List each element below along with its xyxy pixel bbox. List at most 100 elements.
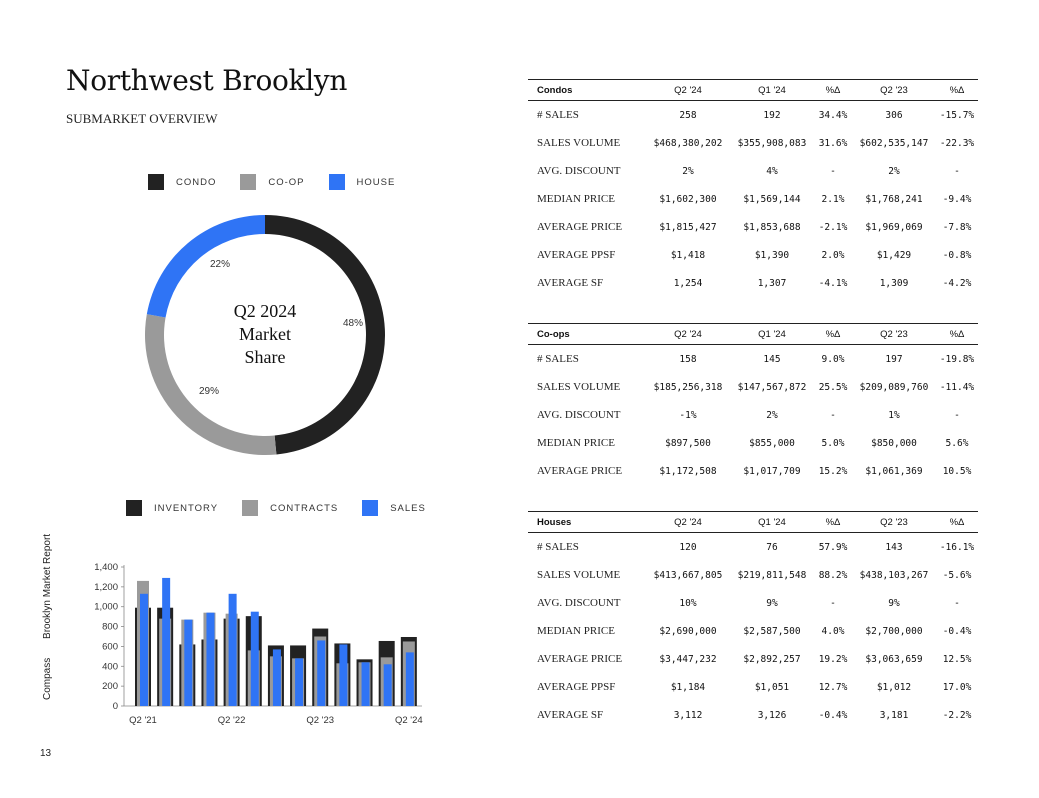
bar-sales [206, 612, 215, 706]
bar-sales [339, 644, 348, 706]
x-tick-label: Q2 '22 [218, 715, 246, 726]
table-cell: 9.0% [821, 353, 845, 365]
table-cell: $1,429 [876, 249, 912, 261]
legend-condo: CONDO [148, 174, 216, 190]
legend-contracts: CONTRACTS [242, 500, 338, 516]
table-cell: $1,051 [754, 681, 790, 693]
column-header: %Δ [949, 516, 965, 528]
table-title: Houses [537, 516, 572, 528]
table-cell: 25.5% [818, 381, 848, 393]
bar-legend: INVENTORY CONTRACTS SALES [126, 500, 450, 516]
table-cell: $219,811,548 [737, 569, 807, 581]
table-row: SALES VOLUME $468,380,202 $355,908,083 31.6… [528, 129, 978, 157]
table-cell: $2,700,000 [865, 625, 923, 637]
row-label: AVERAGE PRICE [537, 465, 623, 477]
table-cell: -0.4% [818, 709, 848, 721]
table-cell: 192 [763, 109, 781, 121]
row-label: SALES VOLUME [537, 569, 621, 581]
table-row: MEDIAN PRICE $897,500 $855,000 5.0% $850,000… [528, 429, 978, 457]
row-label: MEDIAN PRICE [537, 625, 615, 637]
row-label: AVG. DISCOUNT [537, 165, 621, 177]
row-label: AVERAGE PRICE [537, 221, 623, 233]
table-cell: -1% [679, 409, 697, 421]
row-label: # SALES [537, 109, 579, 121]
table-cell: 143 [885, 541, 903, 553]
bar-sales [162, 577, 171, 706]
table-cell: - [830, 165, 836, 177]
table-cell: -2.1% [818, 221, 848, 233]
table-row: AVERAGE PPSF $1,418 $1,390 2.0% $1,429 -0.8% [528, 241, 978, 269]
row-label: AVERAGE SF [537, 709, 604, 721]
page-number: 13 [40, 748, 52, 759]
table-cell: 19.2% [818, 653, 848, 665]
donut-slice-coop [145, 314, 277, 455]
y-tick-label: 400 [102, 661, 118, 672]
table-row: # SALES 258 192 34.4% 306 -15.7% [528, 101, 978, 129]
y-tick-label: 800 [102, 622, 118, 633]
y-tick-label: 0 [113, 701, 118, 712]
table-header: Condos Q2 '24 Q1 '24 %Δ Q2 '23 %Δ [528, 79, 978, 101]
table-cell: 1,309 [879, 277, 909, 289]
coops-table: Co-ops Q2 '24 Q1 '24 %Δ Q2 '23 %Δ # SALES 158 14… [528, 323, 978, 485]
row-label: AVERAGE PPSF [537, 249, 616, 261]
table-cell: $1,418 [670, 249, 706, 261]
bar-sales [184, 619, 193, 706]
bar-sales [272, 649, 281, 706]
table-cell: 12.7% [818, 681, 848, 693]
row-label: AVERAGE PRICE [537, 653, 623, 665]
table-row: AVG. DISCOUNT 10% 9% - 9% - [528, 589, 978, 617]
row-label: AVERAGE PPSF [537, 681, 616, 693]
legend-swatch-house [328, 174, 345, 190]
bar-sales [405, 652, 414, 706]
table-cell: $1,172,508 [659, 465, 717, 477]
table-cell: 2% [888, 165, 900, 177]
legend-swatch-inventory [126, 500, 142, 516]
y-tick-label: 200 [102, 681, 118, 692]
column-header: Q1 '24 [758, 328, 786, 340]
houses-table: Houses Q2 '24 Q1 '24 %Δ Q2 '23 %Δ # SALES 120 76… [528, 511, 978, 729]
table-cell: $897,500 [665, 437, 711, 449]
table-row: AVERAGE PPSF $1,184 $1,051 12.7% $1,012 17.0% [528, 673, 978, 701]
table-cell: 1% [888, 409, 900, 421]
table-cell: 5.0% [821, 437, 845, 449]
y-tick-label: 1,200 [94, 582, 118, 593]
table-cell: $1,017,709 [743, 465, 801, 477]
table-cell: $1,853,688 [743, 221, 801, 233]
donut-center-title: Q2 2024 Market Share [205, 300, 325, 369]
table-row: # SALES 158 145 9.0% 197 -19.8% [528, 345, 978, 373]
row-label: SALES VOLUME [537, 381, 621, 393]
pie-label-coop: 29% [199, 386, 220, 397]
table-row: MEDIAN PRICE $1,602,300 $1,569,144 2.1% $1,7… [528, 185, 978, 213]
row-label: AVG. DISCOUNT [537, 597, 621, 609]
row-label: MEDIAN PRICE [537, 437, 615, 449]
table-cell: 4% [766, 165, 778, 177]
table-cell: $209,089,760 [859, 381, 929, 393]
table-cell: 145 [763, 353, 781, 365]
legend-swatch-contracts [242, 500, 259, 516]
side-report: Brooklyn Market Report [42, 533, 53, 639]
table-cell: $1,969,069 [865, 221, 923, 233]
inventory-contracts-sales-chart: 0 200 400 600 800 1,000 1,200 1,400 Q2 '21 Q2 '22… [94, 562, 422, 726]
legend-label-sales: SALES [390, 502, 426, 514]
table-cell: -0.4% [942, 625, 972, 637]
bar-sales [383, 664, 392, 706]
column-header: %Δ [825, 328, 841, 340]
column-header: %Δ [949, 84, 965, 96]
table-cell: -4.2% [942, 277, 972, 289]
legend-label-inventory: INVENTORY [154, 502, 219, 514]
column-header: Q2 '24 [674, 328, 702, 340]
table-cell: $3,063,659 [865, 653, 923, 665]
table-header: Co-ops Q2 '24 Q1 '24 %Δ Q2 '23 %Δ [528, 323, 978, 345]
side-brand: Compass [42, 657, 53, 700]
table-cell: -2.2% [942, 709, 972, 721]
column-header: Q1 '24 [758, 84, 786, 96]
table-row: MEDIAN PRICE $2,690,000 $2,587,500 4.0% $2,7… [528, 617, 978, 645]
table-cell: 158 [679, 353, 697, 365]
bar-sales [295, 658, 304, 706]
column-header: Q1 '24 [758, 516, 786, 528]
table-cell: 31.6% [818, 137, 848, 149]
table-cell: 12.5% [942, 653, 972, 665]
table-cell: - [830, 409, 836, 421]
y-tick-label: 1,000 [94, 602, 118, 613]
table-cell: 197 [885, 353, 903, 365]
